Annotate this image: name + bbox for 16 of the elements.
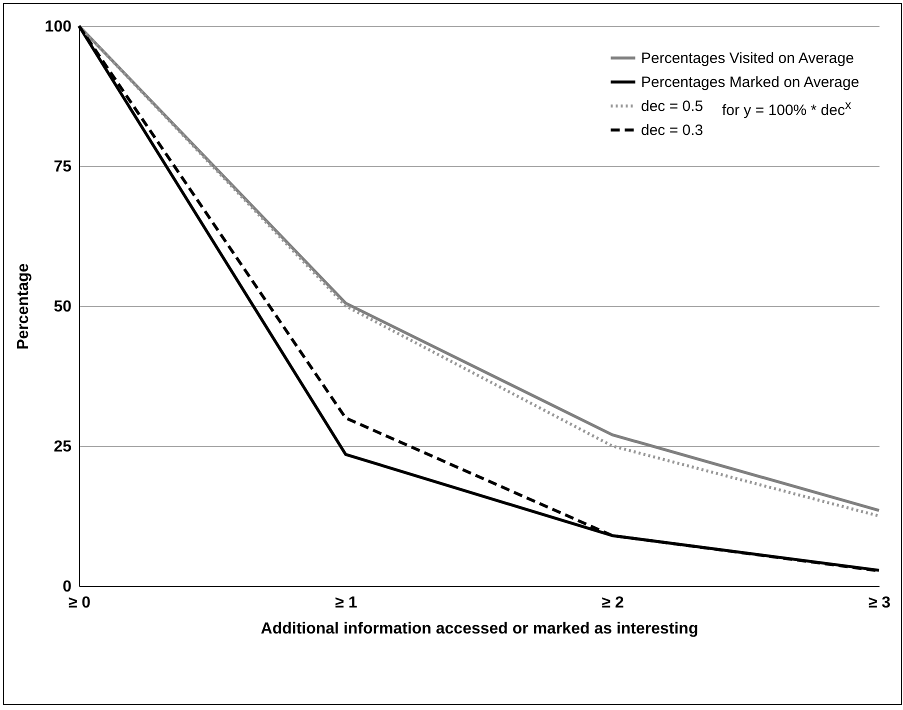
x-tick-label: ≥ 3 [868, 594, 891, 612]
annotation: for y = 100% * dec$^{x}$ [722, 98, 852, 119]
y-tick-label: 75 [54, 158, 72, 176]
x-tick-label: ≥ 0 [68, 594, 91, 612]
y-axis-title: Percentage [14, 263, 32, 350]
legend-label: dec = 0.3 [641, 122, 704, 139]
y-tick-label: 50 [54, 298, 72, 316]
x-tick-label: ≥ 2 [602, 594, 624, 612]
y-tick-label: 100 [44, 18, 72, 36]
legend-label: Percentages Visited on Average [641, 50, 854, 67]
y-tick-label: 25 [54, 438, 72, 456]
legend-label: Percentages Marked on Average [641, 74, 860, 91]
x-axis-title: Additional information accessed or marked as interesting [260, 620, 698, 638]
y-tick-label: 0 [62, 578, 72, 596]
legend-label: dec = 0.5 [641, 98, 704, 115]
x-tick-label: ≥ 1 [335, 594, 358, 612]
